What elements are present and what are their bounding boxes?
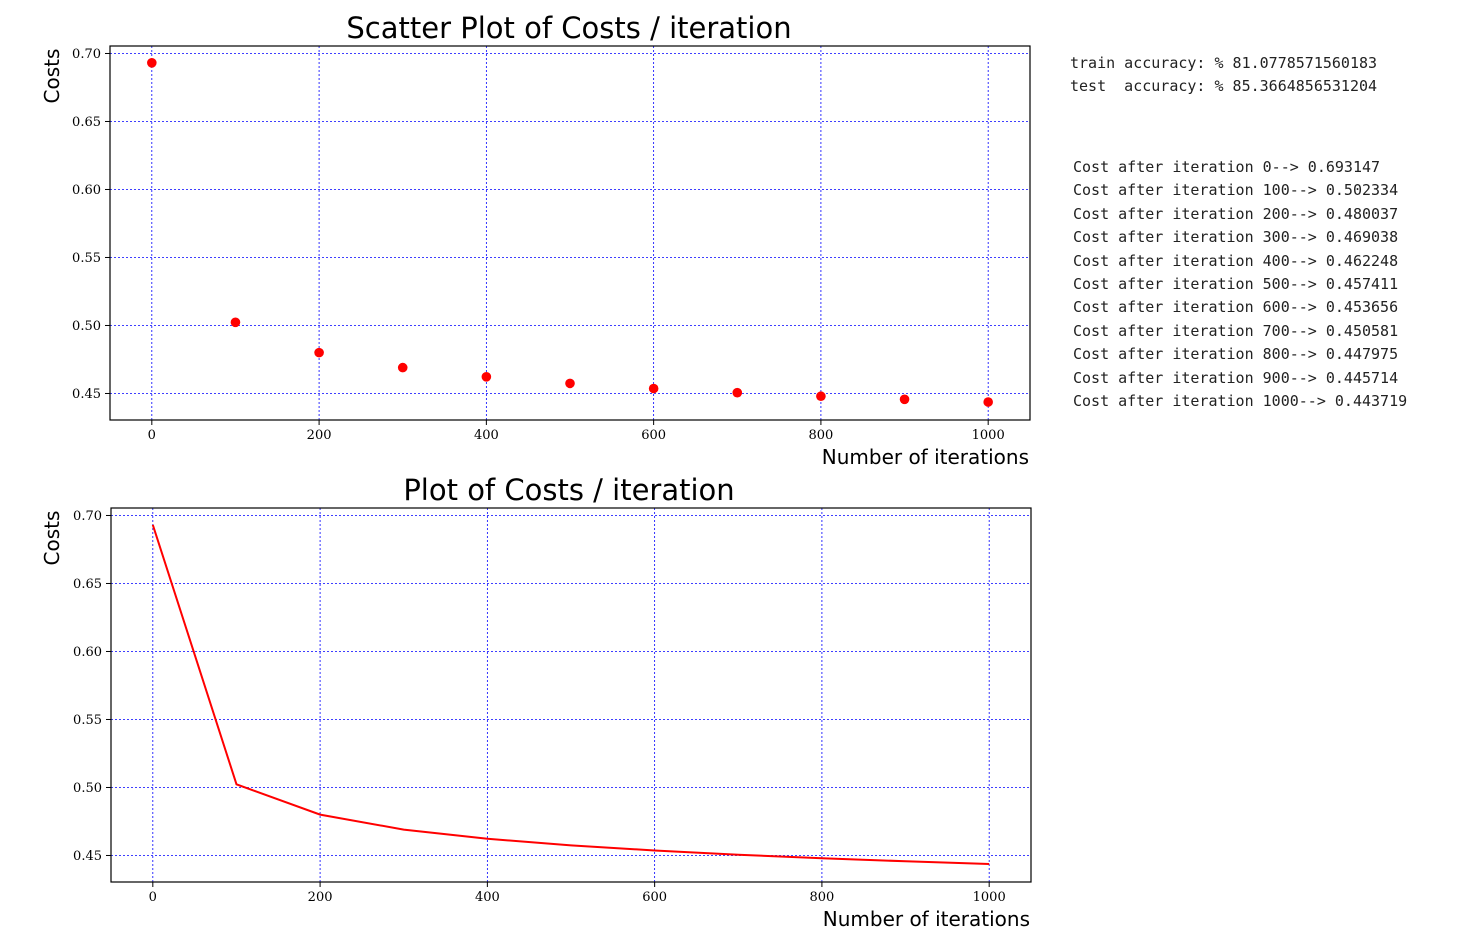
- y-tick-label: 0.45: [72, 387, 101, 402]
- y-tick-label: 0.60: [72, 183, 101, 198]
- cost-log-line: Cost after iteration 1000--> 0.443719: [1073, 392, 1408, 411]
- data-point: [816, 391, 826, 402]
- plot-area: 0 200 400 600 800 1000 0.45 0.50 0.55 0.60 0.65 0.7…: [72, 45, 1031, 443]
- y-tick-label: 0.50: [73, 781, 102, 796]
- cost-log-line: Cost after iteration 800--> 0.447975: [1073, 345, 1399, 364]
- x-tick-label: 200: [308, 890, 333, 905]
- x-tick-label: 800: [808, 428, 833, 443]
- data-point: [147, 58, 157, 68]
- y-tick-label: 0.65: [73, 577, 102, 592]
- x-tick-label: 400: [475, 890, 500, 905]
- data-point: [648, 383, 659, 394]
- line-chart: Plot of Costs / iteration Number of iter…: [0, 470, 1050, 939]
- scatter-chart: Scatter Plot of Costs / iteration Number…: [0, 0, 1050, 470]
- data-point: [983, 397, 993, 407]
- x-tick-label: 1000: [973, 890, 1006, 905]
- line-chart-svg: Plot of Costs / iteration Number of iter…: [40, 473, 1032, 931]
- x-tick-label: 1000: [972, 428, 1005, 443]
- y-tick-label: 0.55: [73, 713, 102, 728]
- cost-log-output: Cost after iteration 0--> 0.693147 Cost a…: [1073, 156, 1407, 413]
- data-point: [899, 394, 910, 405]
- cost-log-line: Cost after iteration 300--> 0.469038: [1073, 228, 1399, 247]
- x-axis-label: Number of iterations: [822, 445, 1029, 469]
- x-tick-label: 0: [148, 428, 156, 443]
- x-tick-label: 600: [641, 428, 666, 443]
- y-tick-label: 0.65: [72, 115, 101, 130]
- cost-log-line: Cost after iteration 500--> 0.457411: [1073, 275, 1399, 294]
- y-tick-label: 0.55: [72, 251, 101, 266]
- x-tick-label: 800: [809, 890, 834, 905]
- cost-log-line: Cost after iteration 600--> 0.453656: [1073, 298, 1399, 317]
- y-tick-label: 0.70: [73, 509, 102, 524]
- chart-title: Scatter Plot of Costs / iteration: [346, 11, 791, 45]
- y-axis-label: Costs: [40, 511, 64, 566]
- data-point: [397, 362, 408, 373]
- accuracy-output: train accuracy: % 81.0778571560183 test a…: [1070, 52, 1377, 99]
- y-tick-label: 0.70: [72, 47, 101, 62]
- cost-log-line: Cost after iteration 200--> 0.480037: [1073, 204, 1399, 223]
- cost-log-line: Cost after iteration 700--> 0.450581: [1073, 321, 1399, 340]
- plot-frame: [110, 507, 1032, 883]
- scatter-chart-svg: Scatter Plot of Costs / iteration Number…: [40, 11, 1031, 469]
- x-tick-label: 600: [642, 890, 667, 905]
- test-accuracy-text: test accuracy: % 85.3664856531204: [1070, 77, 1378, 96]
- x-tick-label: 400: [474, 428, 499, 443]
- cost-log-line: Cost after iteration 900--> 0.445714: [1073, 368, 1399, 387]
- cost-log-line: Cost after iteration 0--> 0.693147: [1073, 158, 1381, 176]
- data-point: [481, 372, 492, 382]
- y-tick-label: 0.50: [72, 319, 101, 334]
- cost-log-line: Cost after iteration 100--> 0.502334: [1073, 181, 1399, 200]
- y-tick-label: 0.45: [73, 849, 102, 864]
- data-point: [565, 378, 575, 389]
- x-axis-label: Number of iterations: [823, 907, 1030, 931]
- chart-title: Plot of Costs / iteration: [403, 473, 734, 507]
- cost-log-line: Cost after iteration 400--> 0.462248: [1073, 251, 1399, 270]
- x-tick-label: 200: [307, 428, 332, 443]
- x-tick-label: 0: [149, 890, 157, 905]
- plot-frame: [109, 45, 1031, 421]
- data-point: [732, 387, 743, 398]
- data-point: [314, 347, 324, 358]
- y-axis-label: Costs: [40, 49, 64, 104]
- series-line: [151, 524, 990, 865]
- train-accuracy-text: train accuracy: % 81.0778571560183: [1070, 54, 1378, 72]
- y-tick-label: 0.60: [73, 645, 102, 660]
- data-point: [230, 317, 241, 328]
- plot-area: 0 200 400 600 800 1000 0.45 0.50 0.55 0.60 0.65 0.7…: [73, 507, 1032, 905]
